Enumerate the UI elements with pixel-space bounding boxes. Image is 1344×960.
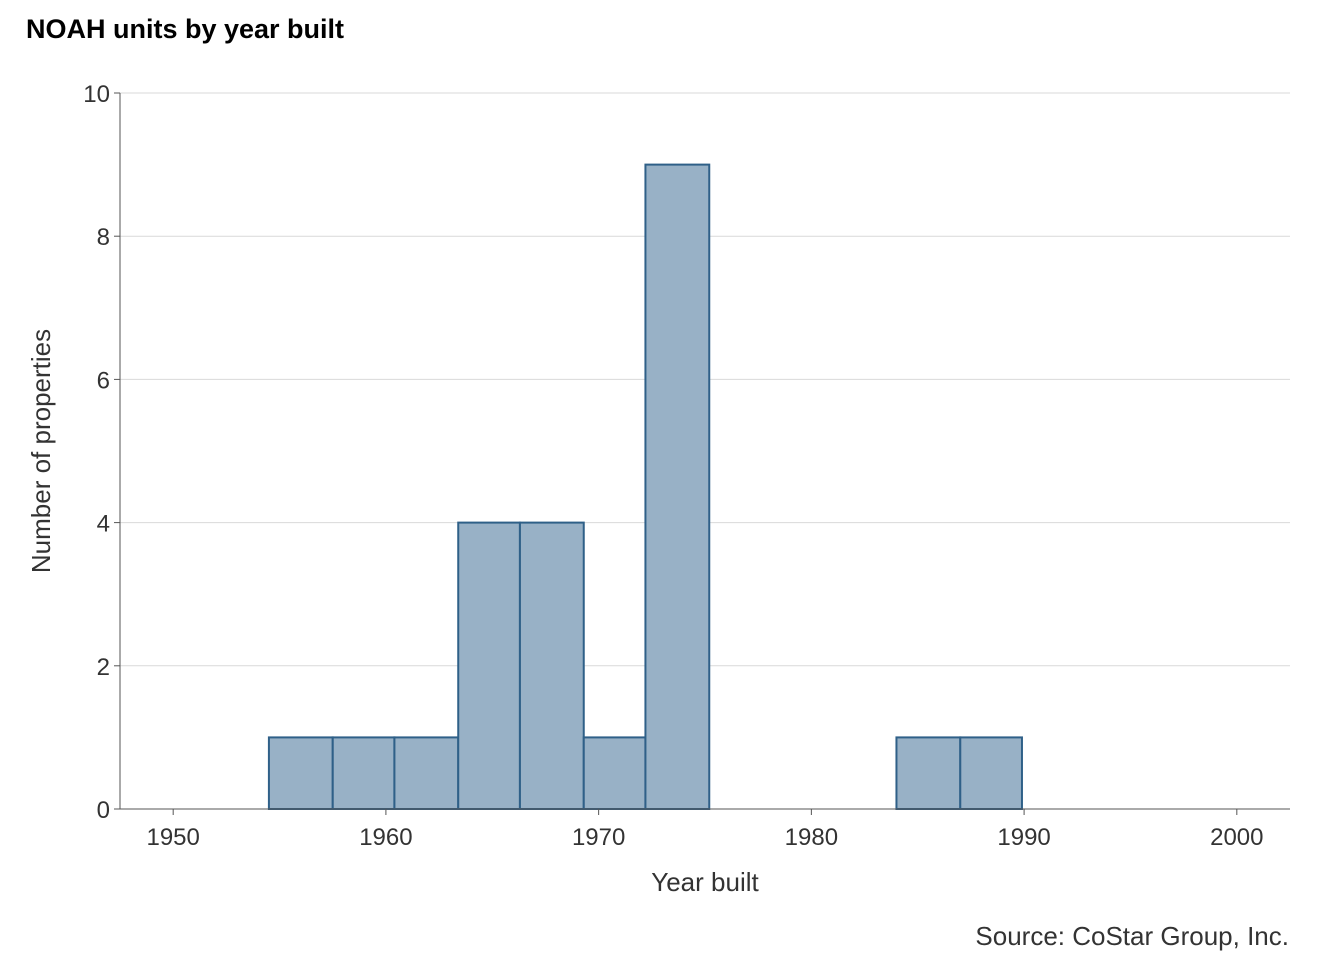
histogram-bar (457, 521, 521, 810)
x-tick-label: 1950 (146, 824, 199, 851)
tick-labels: 0 2 4 6 8 10 1950 1960 1970 1980 1990 2000 (83, 81, 1263, 851)
y-tick-label: 0 (97, 797, 110, 824)
axes (114, 92, 1290, 815)
histogram-bar (582, 736, 647, 811)
x-tick-label: 1980 (785, 824, 838, 851)
x-tick-label: 1990 (997, 824, 1050, 851)
y-axis-title: Number of properties (26, 329, 56, 573)
y-tick-label: 6 (97, 367, 110, 394)
x-tick-label: 1970 (572, 824, 625, 851)
source-caption: Source: CoStar Group, Inc. (975, 921, 1289, 951)
histogram-bar (518, 521, 585, 810)
y-tick-label: 2 (97, 654, 110, 681)
histogram-bar (644, 163, 711, 811)
x-tick-label: 1960 (359, 824, 412, 851)
histogram-bar (959, 736, 1023, 811)
y-tick-label: 4 (97, 511, 110, 538)
y-tick-label: 10 (83, 81, 110, 108)
y-tick-label: 8 (97, 224, 110, 251)
histogram-bar (267, 736, 334, 811)
histogram-bars (267, 163, 1023, 811)
histogram-bar (331, 736, 396, 811)
chart-title: NOAH units by year built (26, 14, 344, 44)
histogram-bar (393, 736, 460, 811)
x-tick-label: 2000 (1210, 824, 1263, 851)
x-axis-title: Year built (651, 867, 759, 897)
histogram-bar (895, 736, 962, 811)
